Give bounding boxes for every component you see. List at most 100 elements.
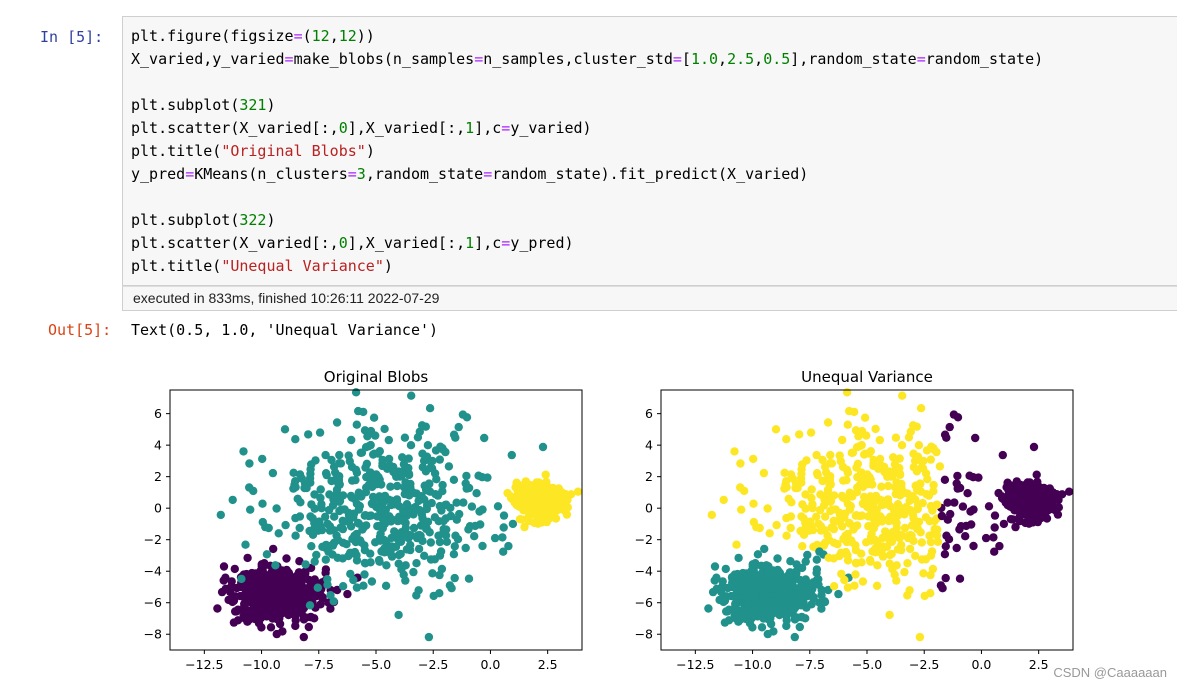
scatter-point — [244, 577, 254, 586]
scatter-point — [814, 575, 823, 584]
scatter-point — [990, 547, 999, 556]
x-tick-label: −2.5 — [909, 657, 939, 672]
scatter-point — [863, 470, 872, 479]
y-tick-label: −4 — [635, 564, 653, 579]
scatter-point — [262, 550, 272, 559]
scatter-point — [435, 501, 445, 511]
scatter-point — [346, 569, 355, 579]
scatter-point — [912, 481, 921, 490]
scatter-point — [889, 453, 898, 462]
scatter-point — [338, 491, 348, 500]
scatter-point — [307, 460, 316, 469]
scatter-point — [417, 492, 426, 501]
scatter-point — [243, 585, 252, 594]
scatter-point — [754, 575, 763, 585]
scatter-point — [548, 483, 558, 493]
scatter-point — [347, 493, 356, 502]
scatter-point — [737, 505, 746, 514]
scatter-point — [837, 522, 847, 531]
scatter-point — [812, 568, 821, 578]
scatter-point — [340, 517, 349, 526]
scatter-point — [562, 510, 572, 519]
scatter-point — [771, 425, 781, 434]
scatter-point — [762, 561, 771, 570]
scatter-point — [869, 455, 878, 465]
scatter-point — [906, 505, 915, 515]
scatter-point — [558, 494, 567, 504]
scatter-point — [321, 540, 331, 550]
scatter-point — [343, 589, 352, 599]
scatter-point — [413, 433, 423, 442]
scatter-point — [935, 462, 945, 471]
execution-info: executed in 833ms, finished 10:26:11 202… — [122, 286, 1177, 311]
code-cell[interactable]: plt.figure(figsize=(12,12)) X_varied,y_va… — [122, 16, 1177, 286]
scatter-point — [885, 559, 894, 568]
scatter-point — [278, 597, 287, 606]
scatter-point — [890, 570, 899, 579]
scatter-point — [815, 505, 825, 515]
scatter-point — [798, 500, 807, 509]
scatter-point — [933, 525, 942, 534]
scatter-point — [812, 512, 821, 521]
x-tick-label: −5.0 — [852, 657, 882, 672]
scatter-point — [431, 446, 441, 455]
scatter-point — [449, 550, 459, 559]
scatter-point — [423, 517, 433, 526]
scatter-point — [248, 612, 258, 621]
scatter-point — [301, 560, 310, 569]
scatter-point — [312, 550, 321, 560]
scatter-point — [416, 521, 426, 530]
scatter-point — [310, 490, 319, 499]
scatter-point — [929, 487, 938, 496]
code-editor[interactable]: plt.figure(figsize=(12,12)) X_varied,y_va… — [131, 25, 1043, 278]
scatter-point — [867, 529, 876, 539]
scatter-point — [782, 616, 791, 625]
scatter-point — [499, 547, 508, 556]
y-tick-label: −6 — [144, 595, 162, 610]
y-tick-label: 0 — [645, 501, 653, 516]
scatter-point — [904, 433, 914, 442]
scatter-point — [1006, 492, 1015, 501]
scatter-point — [271, 561, 280, 570]
scatter-point — [831, 505, 840, 514]
scatter-point — [352, 556, 362, 565]
scatter-point — [903, 559, 912, 568]
scatter-point — [826, 450, 835, 460]
scatter-point — [321, 450, 330, 460]
scatter-point — [412, 533, 422, 543]
scatter-point — [346, 522, 356, 531]
scatter-point — [307, 500, 316, 509]
scatter-point — [749, 499, 758, 508]
scatter-point — [872, 581, 882, 590]
code-line — [131, 71, 1043, 94]
scatter-point — [418, 463, 427, 472]
scatter-point — [721, 564, 730, 574]
scatter-point — [921, 513, 931, 522]
scatter-point — [293, 494, 302, 503]
scatter-point — [990, 523, 999, 532]
x-tick-label: 0.0 — [971, 657, 991, 672]
scatter-point — [795, 622, 804, 632]
scatter-point — [722, 592, 731, 601]
y-tick-label: 4 — [154, 438, 162, 453]
scatter-point — [508, 519, 518, 529]
scatter-point — [535, 489, 545, 498]
scatter-point — [748, 562, 757, 571]
scatter-point — [280, 425, 290, 434]
scatter-panel: Unequal Variance −12.5 −10.0 −7.5 −5.0 −2.5 0.… — [635, 368, 1074, 672]
scatter-point — [301, 569, 310, 578]
scatter-point — [998, 450, 1007, 460]
scatter-point — [362, 459, 372, 468]
scatter-point — [450, 573, 459, 583]
scatter-point — [374, 555, 384, 565]
scatter-point — [573, 487, 583, 496]
scatter-point — [304, 622, 313, 632]
scatter-point — [722, 607, 731, 616]
scatter-point — [304, 430, 313, 439]
scatter-point — [237, 574, 246, 584]
scatter-point — [889, 515, 898, 525]
scatter-point — [493, 502, 503, 511]
scatter-point — [842, 475, 851, 485]
scatter-point — [1006, 515, 1016, 524]
scatter-point — [1049, 494, 1058, 504]
